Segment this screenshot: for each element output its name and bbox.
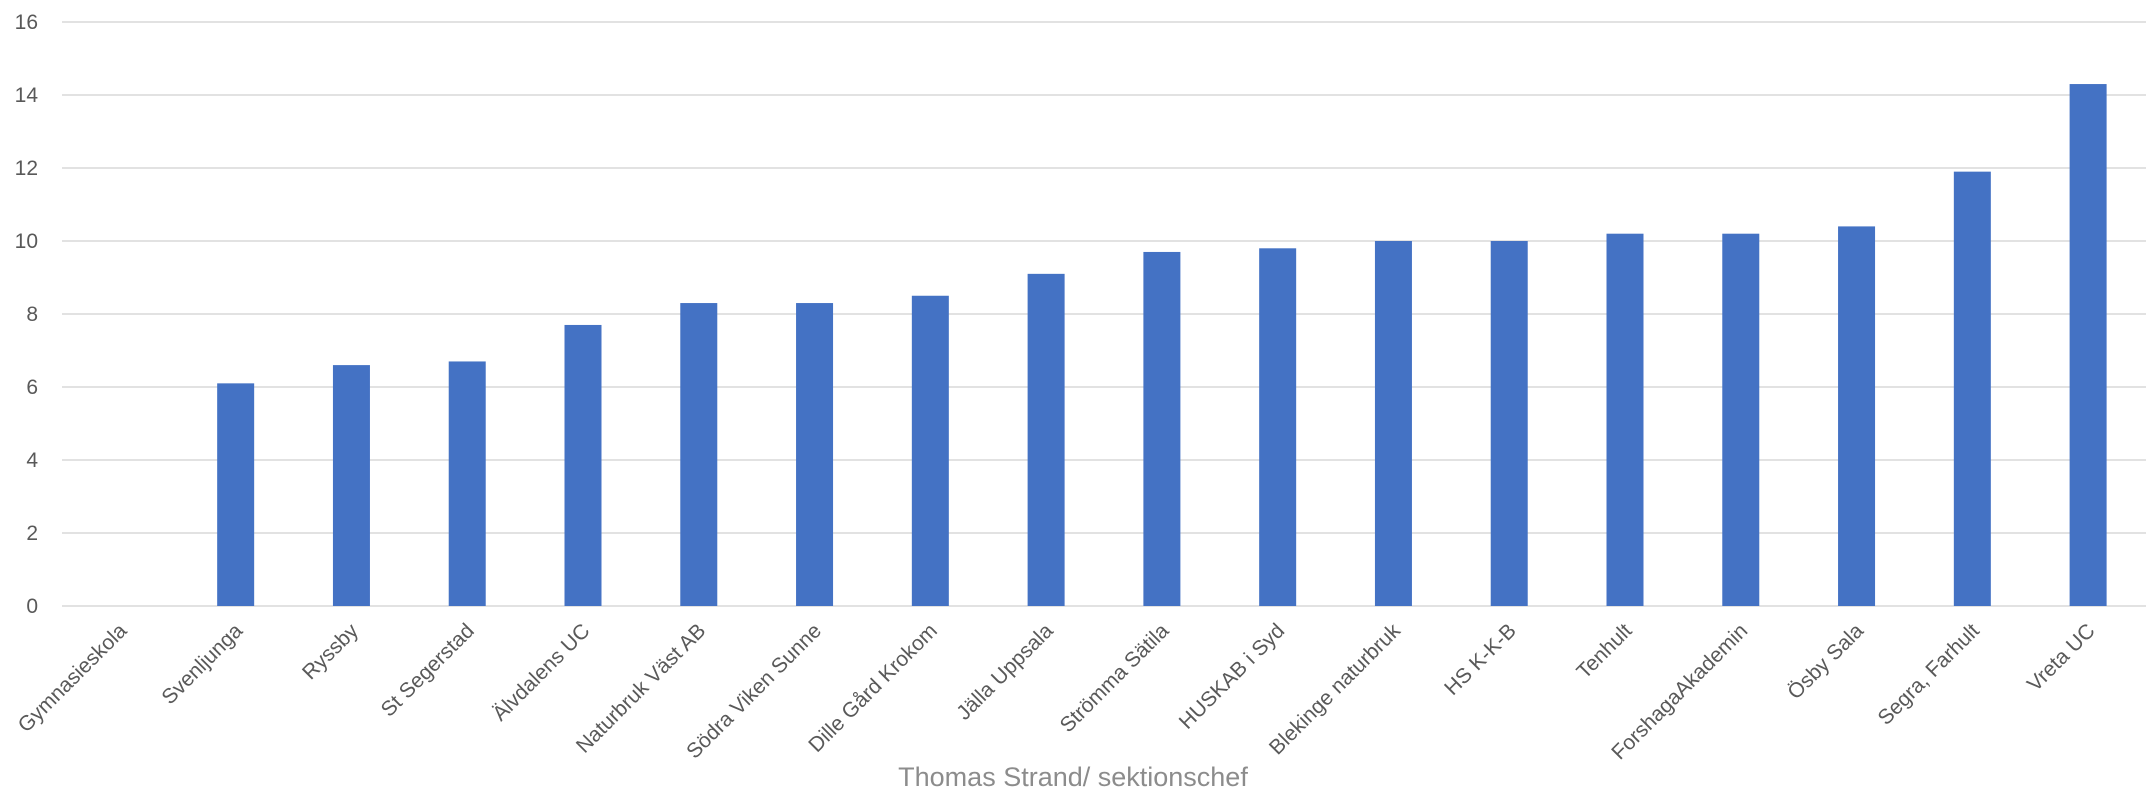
y-tick-label: 6 [26,376,38,399]
bar [217,383,255,606]
bars [217,84,2107,607]
bar [796,303,834,606]
y-tick-label: 2 [26,522,38,545]
x-tick-label: Dille Gård Krokom [804,619,942,757]
y-tick-label: 12 [15,157,38,180]
x-tick-label: St Segerstad [377,619,479,721]
bar [1374,241,1412,606]
bar [2069,84,2107,607]
bar [911,295,949,606]
x-tick-label: Blekinge naturbruk [1265,619,1405,759]
bar [1606,233,1644,606]
bar [1953,171,1991,606]
bar [1490,241,1528,606]
gridlines [62,21,2146,607]
y-tick-label: 10 [15,230,38,253]
x-tick-label: Jälla Uppsala [952,619,1058,725]
y-tick-label: 8 [26,303,38,326]
x-tick-label: Vreta UC [2023,619,2100,696]
bar [1027,273,1065,606]
x-tick-label: HUSKAB i Syd [1175,619,1289,733]
y-tick-label: 4 [26,449,38,472]
x-tick-label: Tenhult [1572,619,1636,683]
x-tick-label: Ösby Sala [1783,619,1868,704]
bar [332,365,370,606]
y-axis-ticks: 0 2 4 6 8 10 12 14 16 [15,11,39,618]
bar [1259,248,1297,607]
bar [680,303,718,606]
x-axis-ticks: Gymnasieskola Svenljunga Ryssby St Segersta… [14,619,2100,764]
x-tick-label: Svenljunga [157,619,247,709]
x-tick-label: HS K-K-B [1440,619,1521,700]
bar [1838,226,1876,606]
y-tick-label: 14 [15,84,39,107]
bar [564,324,602,606]
x-tick-label: Älvdalens UC [488,619,594,725]
x-tick-label: Segra, Farhult [1874,619,1984,729]
footer-caption: Thomas Strand/ sektionschef [898,762,1248,792]
y-tick-label: 0 [26,595,38,618]
x-tick-label: Naturbruk Väst AB [572,619,710,757]
x-tick-label: Gymnasieskola [14,619,132,737]
x-tick-label: Strömma Sätila [1056,619,1174,737]
bar [1143,251,1181,606]
x-tick-label: Ryssby [298,619,363,684]
bar [448,361,486,606]
bar [1722,233,1760,606]
y-tick-label: 16 [15,11,38,34]
